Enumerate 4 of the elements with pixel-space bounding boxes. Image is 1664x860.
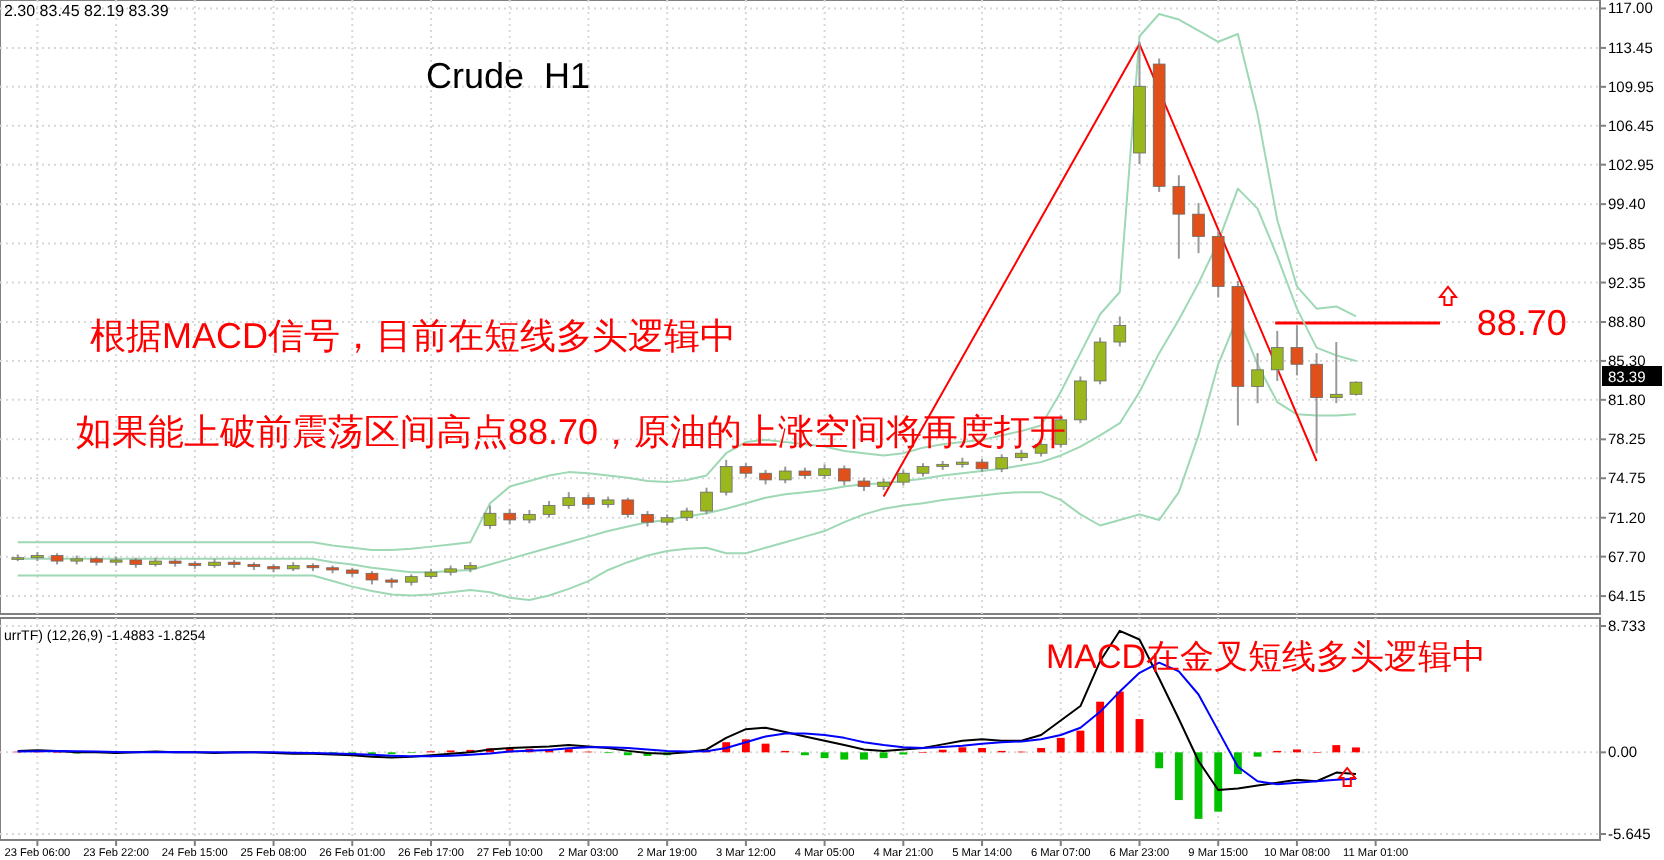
text: Crude H1 [426,56,591,96]
ref-line-label: 88.70 [1476,303,1567,344]
annotation: 根据MACD信号，目前在短线多头逻辑中 [90,316,736,356]
annotation: 2.30 83.45 82.19 83.39 [4,2,170,20]
